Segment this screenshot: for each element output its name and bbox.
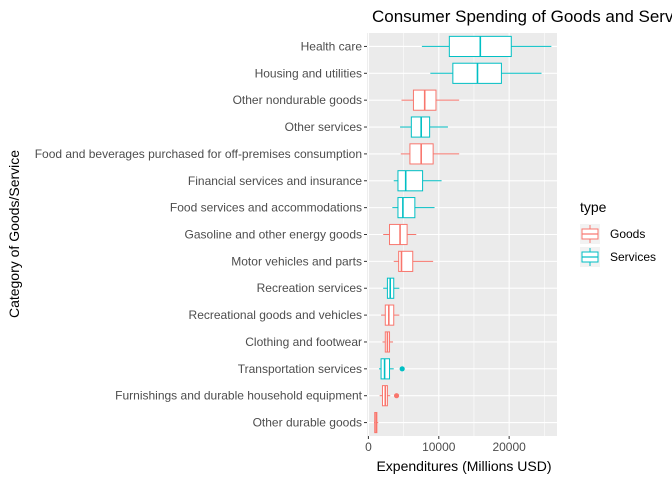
boxplot-0 [421,35,552,58]
legend-entry-services: Services [580,247,656,267]
x-tick-label: 0 [365,440,372,454]
chart-title: Consumer Spending of Goods and Services [372,7,672,26]
y-tick-label: Other durable goods [253,416,362,430]
box [389,223,408,246]
y-tick-label: Furnishings and durable household equipm… [115,389,363,403]
boxplot-4 [400,143,460,165]
y-tick-label: Housing and utilities [255,66,362,80]
box [397,170,424,192]
boxplot-13 [379,385,400,407]
y-tick-label: Health care [301,39,363,53]
grid [367,33,557,436]
boxplot-2 [401,89,460,111]
boxplot-8 [393,250,434,272]
y-tick-label: Recreational goods and vehicles [189,308,362,322]
boxplot-9 [383,277,400,299]
box [397,197,416,219]
y-tick-label: Other services [285,120,362,134]
y-tick-label: Transportation services [238,362,362,376]
legend-entry-goods: Goods [580,224,645,244]
boxplot-1 [430,62,542,84]
boxplot-14 [374,411,379,434]
x-tick-label: 10000 [422,440,456,454]
x-tick-label: 20000 [492,440,526,454]
x-tick-labels: 0 10000 20000 [365,436,526,454]
boxplot-5 [393,170,442,192]
boxplot-marks [374,35,552,434]
y-tick-label: Food services and accommodations [170,201,362,215]
y-tick-labels: Health care Housing and utilities Other no… [35,39,367,430]
y-tick-label: Motor vehicles and parts [231,254,362,268]
outlier-point [399,366,405,372]
boxplot-3 [400,116,448,138]
legend-label: Services [610,250,656,264]
legend: type Goods Services [580,199,656,267]
boxplot-12 [378,358,405,380]
boxplot-11 [382,331,394,353]
boxplot-7 [383,223,417,246]
boxplot-10 [381,304,400,326]
x-axis-title: Expenditures (Millions USD) [376,458,551,474]
legend-label: Goods [610,227,645,241]
outlier-point [393,393,400,399]
legend-title: type [580,199,607,215]
y-tick-label: Clothing and footwear [245,335,362,349]
y-tick-label: Financial services and insurance [188,174,362,188]
y-tick-label: Gasoline and other energy goods [185,228,362,242]
y-tick-label: Other nondurable goods [233,93,362,107]
y-axis-title: Category of Goods/Service [6,150,22,318]
y-tick-label: Recreation services [257,281,362,295]
boxplot-6 [392,197,435,219]
y-tick-label: Food and beverages purchased for off-pre… [35,147,362,161]
